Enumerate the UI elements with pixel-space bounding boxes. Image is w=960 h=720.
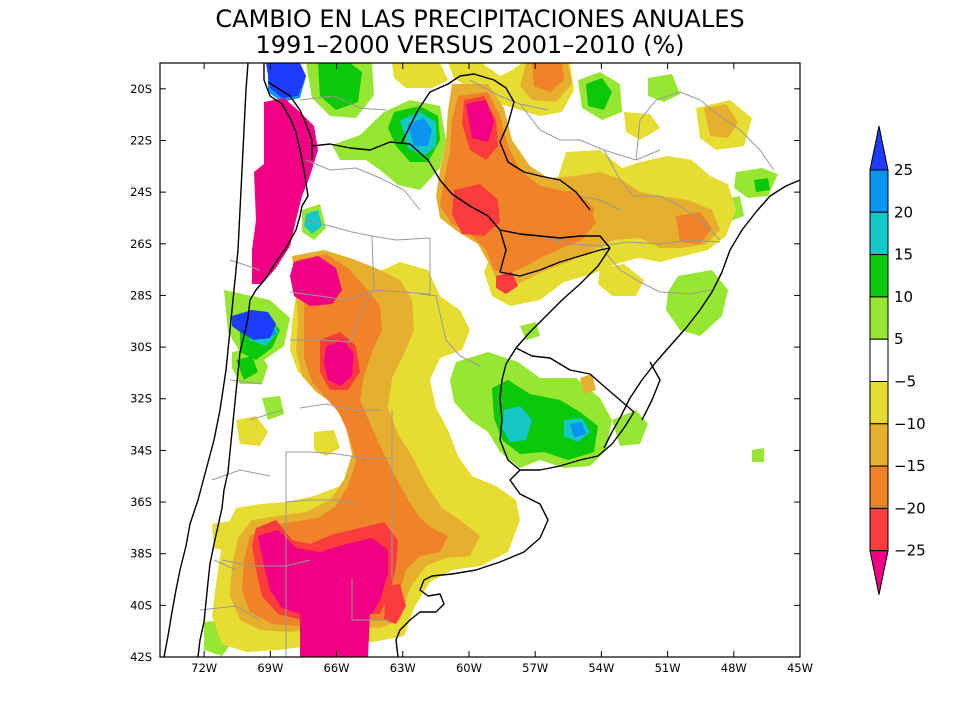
lon-tick-label: 48W: [721, 661, 747, 675]
colorbar-level-label: −20: [894, 499, 926, 517]
colorbar-level-label: −25: [894, 542, 926, 560]
lat-tick: 22S: [130, 133, 800, 147]
lat-tick: 28S: [130, 288, 800, 302]
lon-tick-label: 54W: [588, 661, 614, 675]
lat-tick: 26S: [130, 237, 800, 251]
lat-tick-label: 30S: [130, 340, 152, 354]
lon-tick-label: 57W: [522, 661, 548, 675]
figure-title-line-1: CAMBIO EN LAS PRECIPITACIONES ANUALES: [215, 5, 744, 33]
colorbar-bin: [869, 381, 889, 425]
precipitation-change-fields: [204, 63, 778, 657]
country-borders: [163, 63, 800, 657]
colorbar-level-label: −10: [894, 415, 926, 433]
colorbar-bin: [869, 211, 889, 256]
lat-tick-label: 22S: [130, 133, 152, 147]
colorbar-bin: [869, 465, 889, 509]
lon-tick: 63W: [390, 63, 416, 675]
colorbar-bin: [869, 254, 889, 298]
lon-tick: 57W: [522, 63, 548, 675]
latitude-axis: 20S 22S 24S 26S 28S 30S 32S 34S 36S 38S 40S 42S: [130, 82, 800, 664]
lat-tick-label: 32S: [130, 392, 152, 406]
lat-tick: 36S: [130, 495, 800, 509]
lon-tick-label: 63W: [390, 661, 416, 675]
lon-tick-label: 45W: [787, 661, 813, 675]
lat-tick-label: 36S: [130, 495, 152, 509]
lon-tick-label: 66W: [324, 661, 350, 675]
colorbar-level-label: 15: [894, 246, 913, 264]
lon-tick-label: 51W: [655, 661, 681, 675]
lat-tick-label: 34S: [130, 443, 152, 457]
colorbar-legend: 25 20 15 10 5 −5 −10 −15 −20 −25: [869, 125, 926, 595]
lon-tick-label: 60W: [456, 661, 482, 675]
lat-tick-label: 20S: [130, 82, 152, 96]
colorbar-level-label: 5: [894, 330, 904, 348]
colorbar-bin: [869, 338, 889, 383]
lon-tick: 54W: [588, 63, 614, 675]
colorbar-bin: [869, 296, 889, 340]
lat-tick: 38S: [130, 547, 800, 561]
lat-tick-label: 40S: [130, 598, 152, 612]
colorbar-bin: [869, 423, 889, 467]
colorbar-level-label: 20: [894, 203, 913, 221]
lon-tick: 48W: [721, 63, 747, 675]
lat-tick: 30S: [130, 340, 800, 354]
lat-tick: 20S: [130, 82, 800, 96]
internal-boundaries: [199, 79, 775, 657]
lon-tick: 66W: [324, 63, 350, 675]
lat-tick-label: 38S: [130, 547, 152, 561]
colorbar-level-label: 10: [894, 288, 913, 306]
plot-frame: [159, 62, 801, 658]
lat-tick: 24S: [130, 185, 800, 199]
colorbar-level-label: −15: [894, 457, 926, 475]
lon-tick: 45W: [787, 63, 813, 675]
lat-tick: 32S: [130, 392, 800, 406]
lon-tick: 51W: [655, 63, 681, 675]
lon-tick-label: 72W: [191, 661, 217, 675]
lon-tick: 69W: [257, 63, 283, 675]
lon-tick: 60W: [456, 63, 482, 675]
figure-title-line-2: 1991–2000 VERSUS 2001–2010 (%): [255, 31, 684, 59]
lon-tick-label: 69W: [257, 661, 283, 675]
colorbar-over-triangle: [869, 125, 889, 171]
map-plot-area: 20S 22S 24S 26S 28S 30S 32S 34S 36S 38S 40S 42S 72W…: [130, 62, 813, 675]
lat-tick: 40S: [130, 598, 800, 612]
lat-tick: 34S: [130, 443, 800, 457]
lat-tick-label: 42S: [130, 650, 152, 664]
longitude-axis: 72W 69W 66W 63W 60W 57W 54W 51W 48W 45W: [191, 63, 813, 675]
colorbar-bin: [869, 169, 889, 213]
colorbar-bin: [869, 507, 889, 552]
colorbar-under-triangle: [869, 550, 889, 595]
colorbar-level-label: −5: [894, 373, 916, 391]
lat-tick-label: 28S: [130, 288, 152, 302]
lat-tick: 42S: [130, 650, 800, 664]
lat-tick-label: 24S: [130, 185, 152, 199]
lat-tick-label: 26S: [130, 237, 152, 251]
colorbar-level-label: 25: [894, 161, 913, 179]
lon-tick: 72W: [191, 63, 217, 675]
